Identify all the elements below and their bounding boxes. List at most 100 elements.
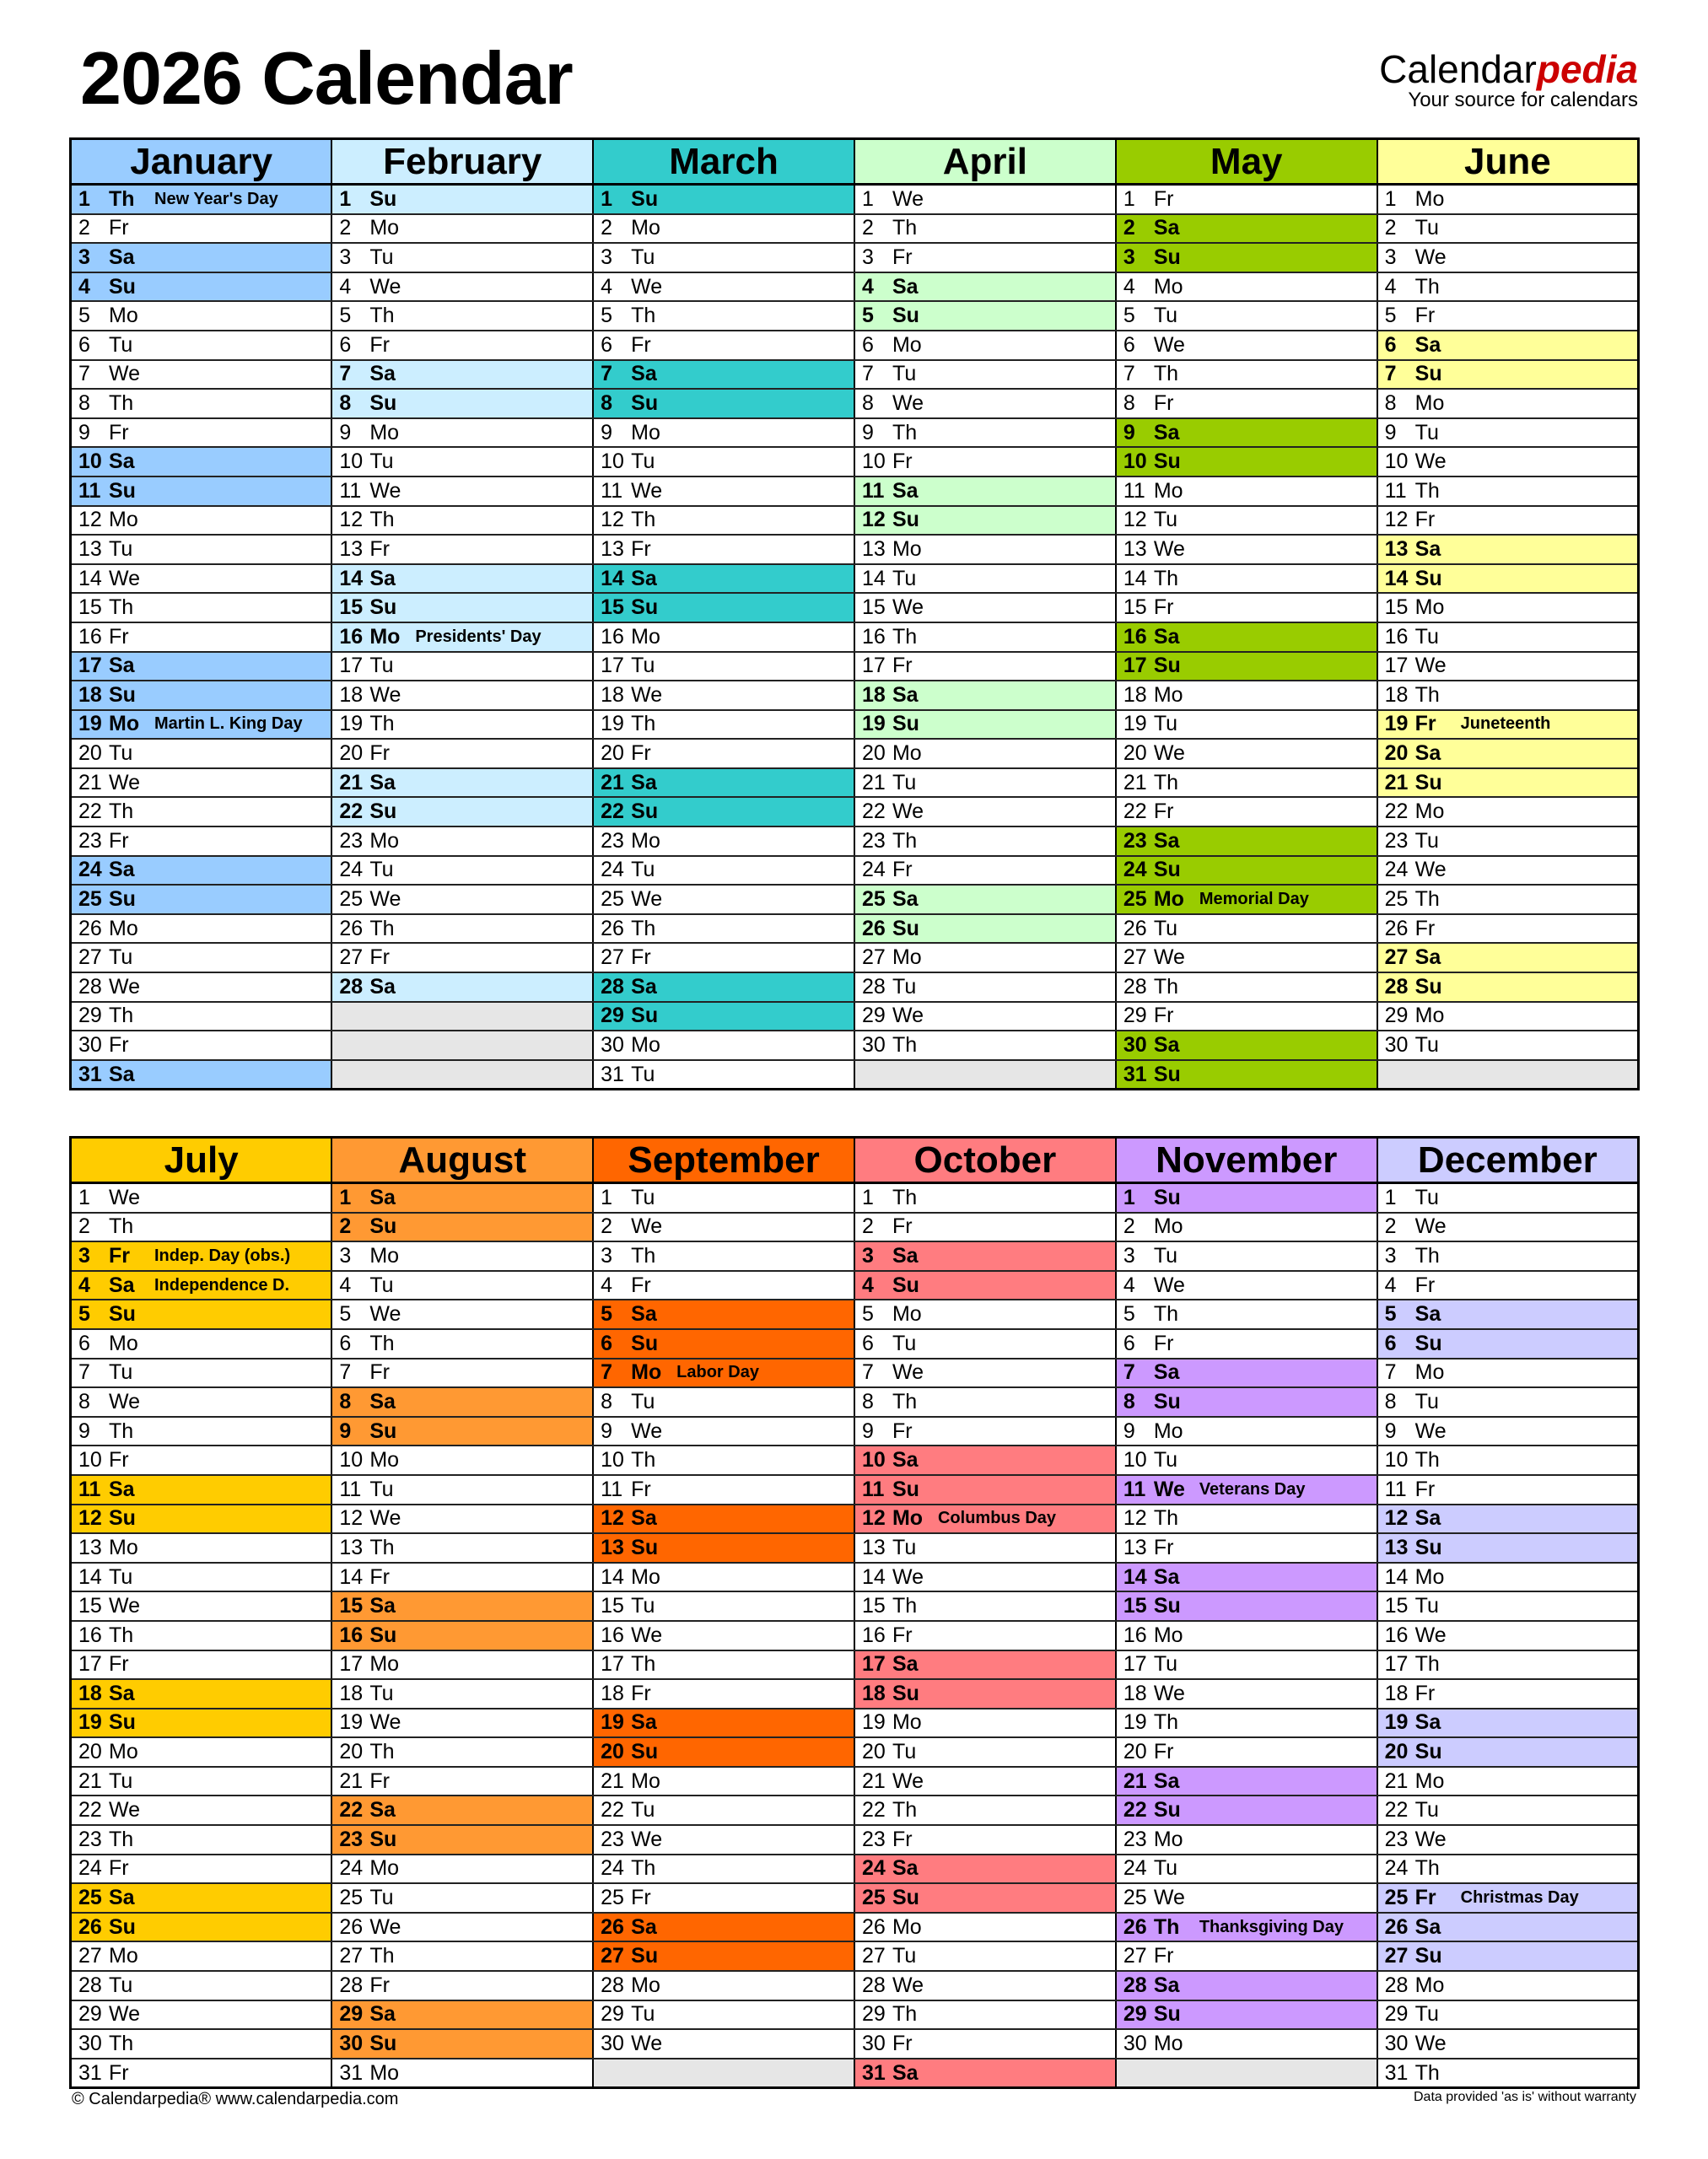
weekday-label: We xyxy=(109,2002,141,2027)
weekday-label: Mo xyxy=(109,1535,138,1559)
day-number: 26 xyxy=(861,916,886,940)
day-number: 1 xyxy=(339,186,352,211)
day-cell: 14 Mo xyxy=(1376,1562,1640,1593)
weekday-label: Tu xyxy=(109,1973,133,1997)
day-cell: 12 Sa xyxy=(1376,1504,1640,1535)
day-cell-content: 27 We xyxy=(1118,944,1376,971)
weekday-label: Sa xyxy=(109,1062,135,1086)
day-row: 8 We 8 Sa 8 Tu 8 Th 8 Su 8 Tu xyxy=(69,1387,1640,1418)
weekday-label: Fr xyxy=(369,332,390,357)
day-cell: 11 Tu xyxy=(331,1474,595,1505)
day-number: 26 xyxy=(339,916,364,940)
day-cell: 7 Mo xyxy=(1376,1358,1640,1389)
weekday-label: Mo xyxy=(109,916,138,940)
weekday-label: We xyxy=(892,800,924,824)
day-number: 7 xyxy=(78,362,90,386)
day-cell: 22 We xyxy=(853,797,1117,828)
day-cell-content: 30 Tu xyxy=(1379,1031,1637,1058)
day-cell: 23 Su xyxy=(331,1825,595,1855)
weekday-label: Tu xyxy=(1414,1798,1439,1822)
day-number: 6 xyxy=(78,332,90,357)
day-number: 20 xyxy=(78,741,102,766)
month-header-july: July xyxy=(69,1137,333,1184)
month-header-march: March xyxy=(592,138,855,186)
weekday-label: Th xyxy=(892,216,918,240)
day-number: 24 xyxy=(339,1856,364,1881)
day-cell: 21 Tu xyxy=(69,1766,333,1797)
day-row: 22 We 22 Sa 22 Tu 22 Th 22 Su 22 Tu xyxy=(69,1796,1640,1827)
day-cell: 2 Su xyxy=(331,1212,595,1243)
day-number: 24 xyxy=(1123,1856,1147,1881)
weekday-label: Su xyxy=(109,1506,136,1531)
day-cell-content: 23 Su xyxy=(333,1826,591,1853)
weekday-label: Mo xyxy=(369,2060,400,2085)
day-cell: 22 Tu xyxy=(1376,1796,1640,1827)
weekday-label: Tu xyxy=(1153,916,1178,940)
weekday-label: Mo xyxy=(631,1769,660,1793)
day-cell-content: 18 Su xyxy=(72,681,330,708)
day-number: 8 xyxy=(78,390,90,415)
day-number: 21 xyxy=(861,1769,886,1793)
weekday-label: Th xyxy=(1414,682,1440,707)
day-number: 19 xyxy=(1384,712,1409,736)
day-number: 5 xyxy=(861,1302,874,1327)
day-number: 21 xyxy=(861,770,886,794)
day-number: 26 xyxy=(339,1914,364,1939)
day-number: 7 xyxy=(1123,1360,1135,1385)
day-number: 15 xyxy=(1123,595,1147,620)
day-cell-content: 3 We xyxy=(1379,244,1637,271)
day-cell-content: 1 Tu xyxy=(1379,1184,1637,1211)
weekday-label: Mo xyxy=(892,945,922,970)
weekday-label: Tu xyxy=(109,945,133,970)
day-number: 24 xyxy=(1123,858,1147,882)
day-number: 19 xyxy=(861,1710,886,1735)
day-cell-content: 23 Th xyxy=(856,827,1114,854)
weekday-label: Th xyxy=(1414,1448,1440,1473)
day-cell-content: 21 Mo xyxy=(1379,1768,1637,1795)
day-number: 14 xyxy=(339,566,364,590)
day-cell: 19 Su xyxy=(853,709,1117,740)
day-row: 29 Th 29 Su 29 We 29 Fr 29 Mo xyxy=(69,1001,1640,1032)
day-row: 2 Th 2 Su 2 We 2 Fr 2 Mo 2 We xyxy=(69,1212,1640,1243)
day-cell: 13 Th xyxy=(331,1533,595,1564)
day-cell-content: 27 Su xyxy=(595,1942,853,1969)
day-cell-content: 30 We xyxy=(1379,2030,1637,2057)
day-row: 6 Mo 6 Th 6 Su 6 Tu 6 Fr 6 Su xyxy=(69,1328,1640,1359)
weekday-label: Su xyxy=(109,682,136,707)
weekday-label: Tu xyxy=(369,858,394,882)
day-number: 25 xyxy=(1123,1886,1147,1910)
day-cell: 14 Su xyxy=(1376,563,1640,595)
day-cell: 5 Mo xyxy=(853,1300,1117,1330)
day-cell-content: 13 We xyxy=(1118,536,1376,563)
day-cell: 8 Su xyxy=(592,389,855,419)
day-number: 31 xyxy=(1384,2060,1409,2085)
day-cell: 15 Tu xyxy=(592,1591,855,1622)
weekday-label: We xyxy=(1414,2032,1447,2056)
day-cell-content: 25 Fr xyxy=(595,1884,853,1911)
day-number: 13 xyxy=(1384,536,1409,561)
weekday-label: Sa xyxy=(109,1886,135,1910)
day-cell-content: 17 Th xyxy=(1379,1651,1637,1678)
day-cell-content: 17 We xyxy=(1379,653,1637,680)
day-cell-content: 19 Fr Juneteenth xyxy=(1379,711,1637,738)
day-cell: 8 We xyxy=(853,389,1117,419)
day-number: 1 xyxy=(1384,1185,1397,1209)
weekday-label: Sa xyxy=(892,1243,919,1268)
day-cell: 21 Sa xyxy=(592,767,855,799)
day-cell: 9 Th xyxy=(69,1416,333,1447)
weekday-label: Su xyxy=(109,478,136,503)
weekday-label: Th xyxy=(892,1389,918,1413)
day-row: 21 Tu 21 Fr 21 Mo 21 We 21 Sa 21 Mo xyxy=(69,1766,1640,1797)
day-cell-content: 27 Sa xyxy=(1379,944,1637,971)
day-cell: 4 We xyxy=(331,272,595,303)
day-cell-content: 31 Sa xyxy=(72,1061,330,1088)
weekday-label: Fr xyxy=(1153,186,1174,211)
day-number: 6 xyxy=(1384,332,1397,357)
day-cell-content: 3 Th xyxy=(1379,1242,1637,1269)
day-cell-content: 31 Th xyxy=(1379,2059,1637,2086)
day-cell-content: 6 Th xyxy=(333,1330,591,1357)
day-cell-content: 6 We xyxy=(1118,331,1376,358)
weekday-label: Tu xyxy=(109,536,133,561)
day-cell: 10 Sa xyxy=(853,1446,1117,1476)
weekday-label: Su xyxy=(1153,1062,1181,1086)
